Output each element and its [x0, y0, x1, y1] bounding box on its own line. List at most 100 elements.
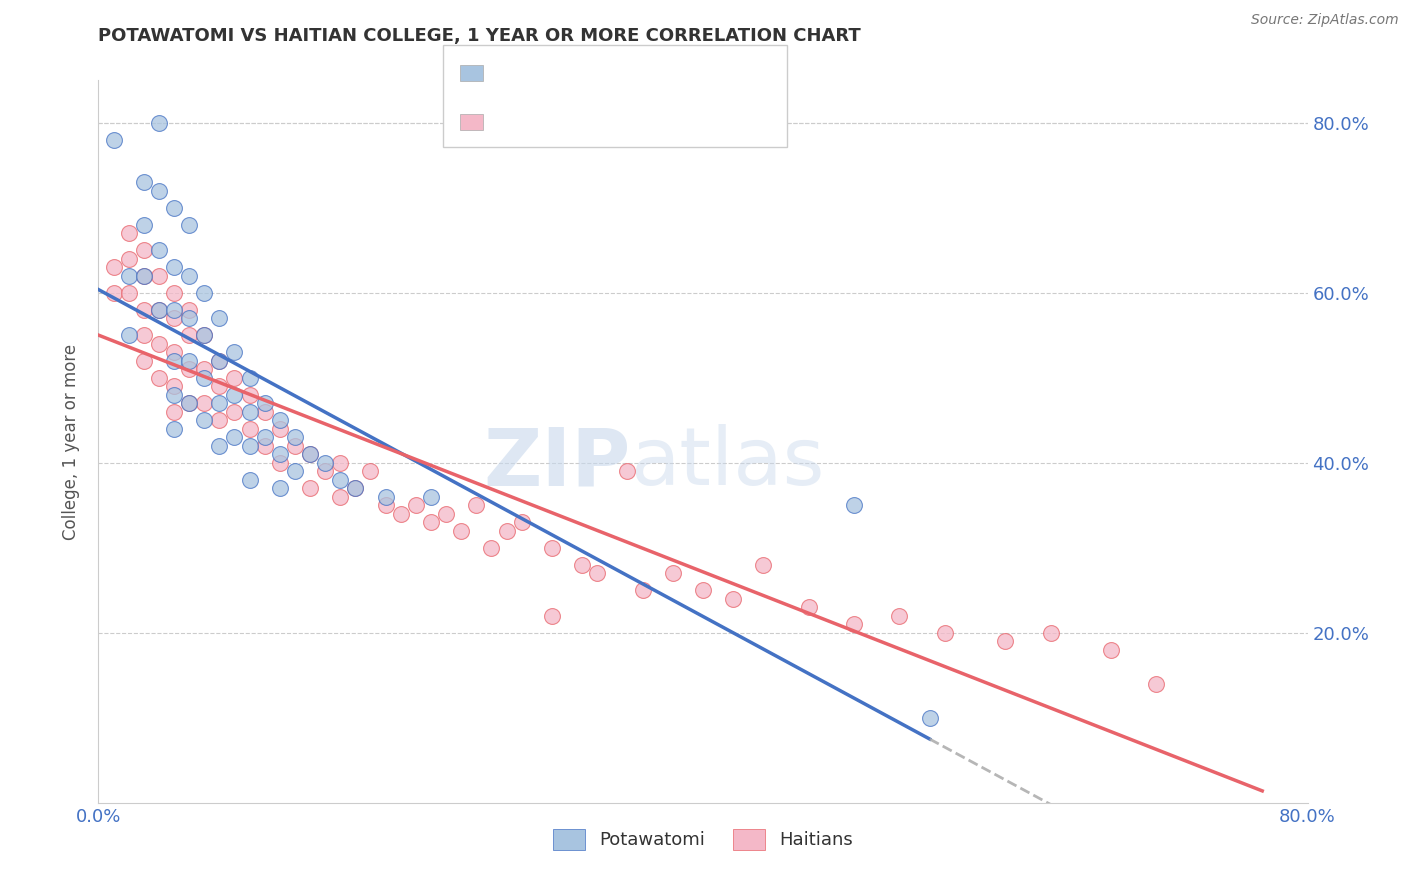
Point — [239, 405, 262, 419]
Point — [586, 566, 609, 581]
Point — [148, 336, 170, 351]
Point — [239, 473, 262, 487]
Point — [284, 430, 307, 444]
Point — [465, 498, 488, 512]
Point — [103, 285, 125, 300]
Text: -0.760: -0.760 — [540, 112, 605, 130]
Point — [193, 413, 215, 427]
Point — [179, 353, 201, 368]
Point — [269, 413, 291, 427]
Point — [844, 617, 866, 632]
Point — [889, 608, 911, 623]
Point — [360, 464, 382, 478]
Point — [118, 268, 141, 283]
Point — [752, 558, 775, 572]
Text: -0.374: -0.374 — [540, 64, 605, 82]
Point — [193, 362, 215, 376]
Point — [1039, 625, 1062, 640]
Point — [163, 345, 186, 359]
Point — [103, 133, 125, 147]
Point — [132, 302, 155, 317]
Point — [208, 353, 231, 368]
Point — [179, 268, 201, 283]
Point — [661, 566, 683, 581]
Point — [208, 353, 231, 368]
Point — [148, 268, 170, 283]
Point — [103, 260, 125, 275]
Legend: Potawatomi, Haitians: Potawatomi, Haitians — [544, 820, 862, 859]
Point — [253, 439, 276, 453]
Point — [299, 447, 322, 461]
Point — [374, 490, 396, 504]
Point — [540, 608, 562, 623]
Point — [631, 583, 654, 598]
Point — [193, 396, 215, 410]
Point — [253, 405, 276, 419]
Point — [284, 464, 307, 478]
Point — [224, 371, 246, 385]
Point — [420, 516, 443, 530]
Point — [692, 583, 714, 598]
Point — [329, 490, 352, 504]
Point — [193, 328, 215, 343]
Point — [224, 345, 246, 359]
Point — [163, 302, 186, 317]
Point — [163, 379, 186, 393]
Point — [132, 175, 155, 189]
Point — [208, 379, 231, 393]
Point — [118, 285, 141, 300]
Point — [163, 388, 186, 402]
Point — [299, 447, 322, 461]
Point — [374, 498, 396, 512]
Point — [571, 558, 593, 572]
Point — [389, 507, 412, 521]
Point — [163, 311, 186, 326]
Text: R =: R = — [494, 112, 533, 130]
Text: R =: R = — [494, 64, 533, 82]
Point — [179, 218, 201, 232]
Point — [510, 516, 533, 530]
Point — [540, 541, 562, 555]
Point — [148, 244, 170, 258]
Point — [179, 396, 201, 410]
Point — [208, 396, 231, 410]
Point — [844, 498, 866, 512]
Point — [163, 285, 186, 300]
Point — [299, 481, 322, 495]
Point — [723, 591, 745, 606]
Point — [239, 388, 262, 402]
Point — [179, 311, 201, 326]
Point — [329, 456, 352, 470]
Text: Source: ZipAtlas.com: Source: ZipAtlas.com — [1251, 13, 1399, 28]
Point — [132, 218, 155, 232]
Point — [284, 439, 307, 453]
Point — [132, 353, 155, 368]
Point — [132, 268, 155, 283]
Point — [163, 201, 186, 215]
Point — [239, 422, 262, 436]
Point — [450, 524, 472, 538]
Point — [193, 371, 215, 385]
Point — [132, 328, 155, 343]
Point — [118, 328, 141, 343]
Point — [148, 116, 170, 130]
Point — [405, 498, 427, 512]
Point — [434, 507, 457, 521]
Point — [208, 439, 231, 453]
Point — [269, 481, 291, 495]
Point — [239, 371, 262, 385]
Point — [495, 524, 517, 538]
Point — [269, 447, 291, 461]
Point — [208, 413, 231, 427]
Point — [132, 268, 155, 283]
Point — [148, 302, 170, 317]
Point — [118, 227, 141, 241]
Point — [269, 456, 291, 470]
Point — [163, 422, 186, 436]
Text: N =: N = — [627, 64, 668, 82]
Point — [314, 464, 336, 478]
Point — [224, 405, 246, 419]
Point — [329, 473, 352, 487]
Point — [994, 634, 1017, 648]
Point — [179, 362, 201, 376]
